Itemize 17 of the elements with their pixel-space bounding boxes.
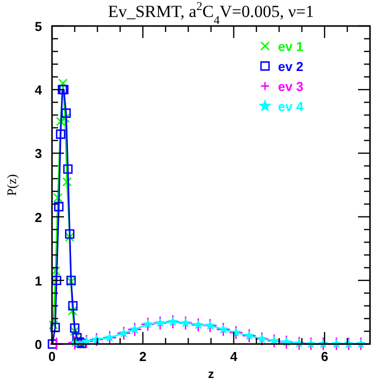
y-axis-title: P(z) bbox=[4, 174, 19, 196]
x-tick-label: 4 bbox=[230, 349, 238, 364]
x-axis-title: z bbox=[208, 367, 214, 381]
y-tick-label: 1 bbox=[34, 273, 42, 288]
legend-label: ev 1 bbox=[278, 39, 304, 54]
y-tick-label: 0 bbox=[34, 337, 42, 352]
x-tick-label: 2 bbox=[139, 349, 146, 364]
legend-label: ev 3 bbox=[278, 79, 304, 94]
chart-title: Ev_SRMT, a$^{2}$C$_{4}$V=0.005, ν=1 bbox=[108, 0, 314, 27]
y-tick-label: 3 bbox=[34, 146, 42, 162]
y-tick-label: 4 bbox=[34, 82, 43, 98]
x-tick-label: 0 bbox=[48, 349, 56, 364]
y-tick-label: 5 bbox=[34, 19, 42, 34]
y-tick-label: 2 bbox=[34, 210, 42, 225]
x-tick-label: 6 bbox=[320, 349, 328, 364]
legend-label: ev 2 bbox=[278, 59, 304, 74]
legend-label: ev 4 bbox=[278, 99, 304, 114]
